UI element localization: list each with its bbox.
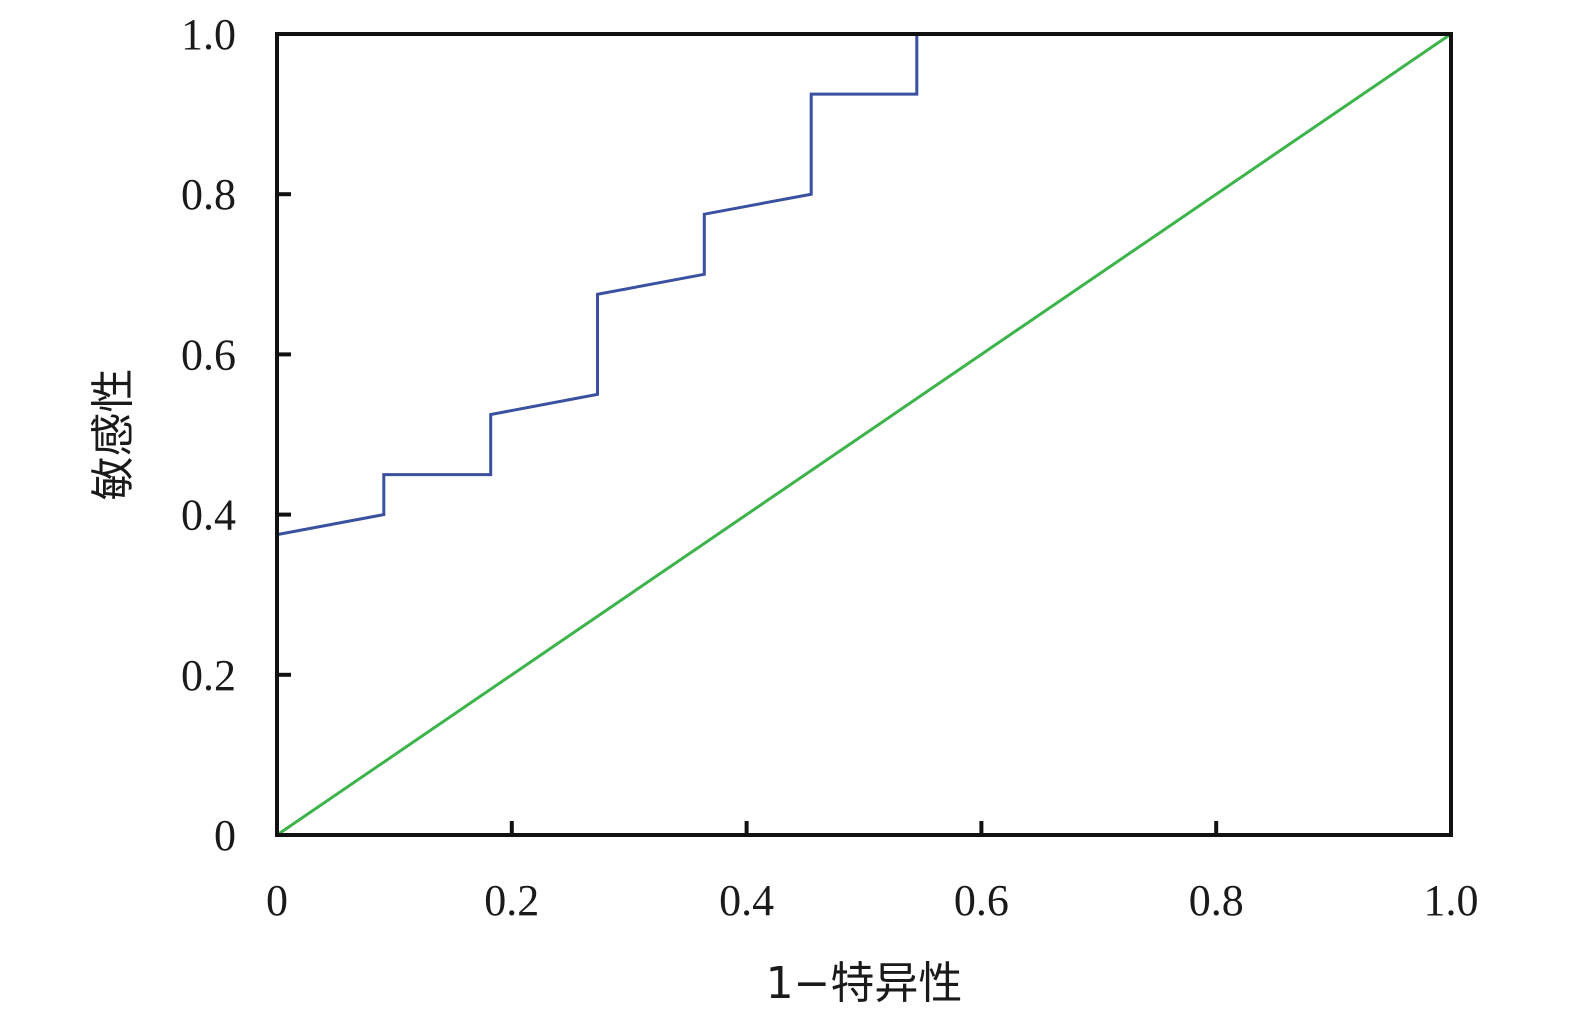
y-tick-label: 1.0 <box>181 10 236 59</box>
x-tick-label: 1.0 <box>1424 876 1479 925</box>
x-tick-label: 0.4 <box>719 876 774 925</box>
x-tick-label: 0.8 <box>1189 876 1244 925</box>
y-tick-label: 0.4 <box>181 491 236 540</box>
y-tick-label: 0 <box>214 811 236 860</box>
plot-frame <box>275 32 1453 837</box>
y-tick-label: 0.8 <box>181 170 236 219</box>
x-tick-label: 0.6 <box>954 876 1009 925</box>
x-tick-label: 0 <box>266 876 288 925</box>
roc-curve-line <box>275 32 1451 835</box>
y-axis-title: 敏感性 <box>88 369 139 501</box>
y-tick-label: 0.6 <box>181 330 236 379</box>
x-axis-title: 1−特异性 <box>766 958 963 1009</box>
reference-diagonal-line <box>276 32 1452 837</box>
x-tick-label: 0.2 <box>484 876 539 925</box>
ticks-layer: 0 0.2 0.4 0.6 0.8 1.0 0 0.2 0.4 0.6 0.8 1.0 <box>181 10 1479 925</box>
y-tick-label: 0.2 <box>181 651 236 700</box>
series-layer <box>275 32 1452 837</box>
